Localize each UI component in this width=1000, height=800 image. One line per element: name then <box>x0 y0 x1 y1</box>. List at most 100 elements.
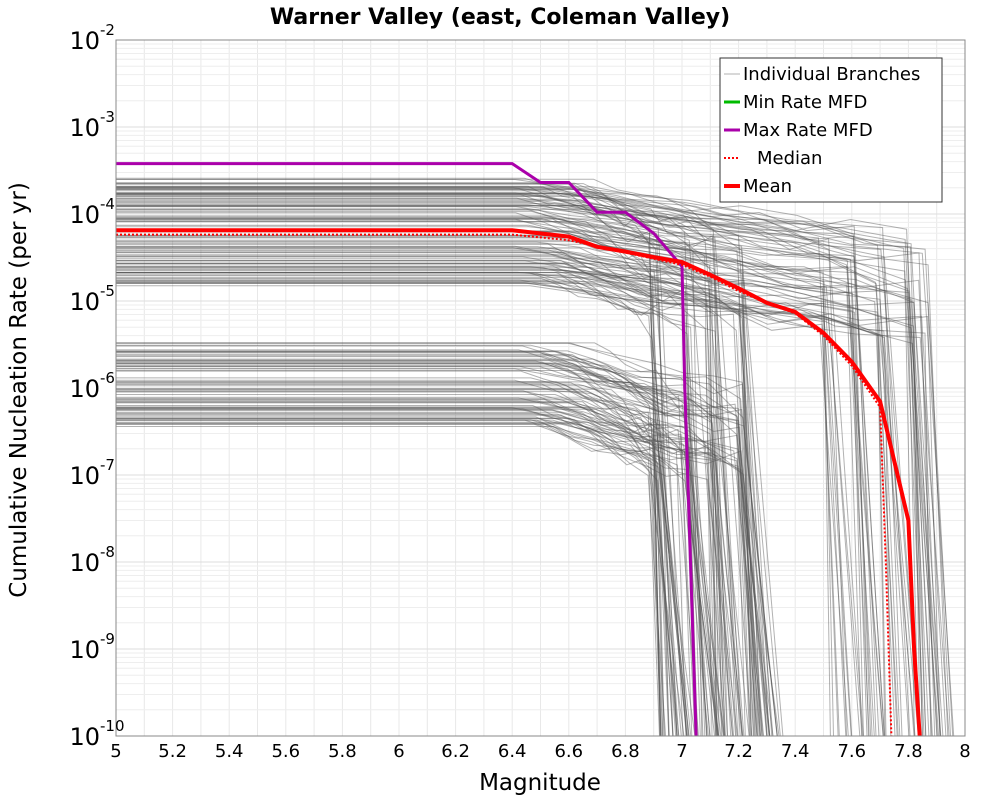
branch-line <box>116 399 720 737</box>
branch-line <box>116 262 698 737</box>
x-tick-label: 7.4 <box>781 741 810 762</box>
branch-line <box>116 342 759 737</box>
branch-line <box>116 383 678 737</box>
branch-line <box>116 243 664 737</box>
branch-line <box>116 344 761 737</box>
branch-line <box>116 267 758 737</box>
branch-line <box>116 211 743 737</box>
branch-line <box>116 419 770 737</box>
branch-line <box>116 342 698 737</box>
y-tick-exponent: -2 <box>100 21 115 39</box>
branch-line <box>116 268 849 737</box>
branch-line <box>116 272 872 737</box>
legend-label: Mean <box>743 176 792 197</box>
chart-title: Warner Valley (east, Coleman Valley) <box>270 5 730 30</box>
branch-line <box>116 351 678 737</box>
branch-line <box>116 400 718 737</box>
branch-line <box>116 397 737 737</box>
branch-line <box>116 271 941 737</box>
x-tick-label: 7 <box>676 741 687 762</box>
branch-line <box>116 186 903 737</box>
branch-line <box>116 398 690 737</box>
branch-line <box>116 351 725 737</box>
branch-line <box>116 423 719 737</box>
branch-line <box>116 388 709 737</box>
branch-line <box>116 216 940 737</box>
branch-line <box>116 418 660 737</box>
y-tick-label: 10 <box>69 375 100 403</box>
branch-line <box>116 194 864 737</box>
branch-line <box>116 345 711 737</box>
branch-line <box>116 365 696 737</box>
individual-branches <box>116 177 955 737</box>
branch-line <box>116 209 717 737</box>
branch-line <box>116 419 699 737</box>
branch-line <box>116 381 661 737</box>
branch-line <box>116 360 719 737</box>
branch-line <box>116 252 911 737</box>
branch-line <box>116 257 864 737</box>
branch-line <box>116 268 947 737</box>
branch-line <box>116 391 764 737</box>
branch-line <box>116 354 696 737</box>
legend-label: Max Rate MFD <box>743 120 873 141</box>
branch-line <box>116 382 674 737</box>
branch-line <box>116 220 915 737</box>
branch-line <box>116 271 863 737</box>
branch-line <box>116 186 938 737</box>
branch-line <box>116 422 662 737</box>
legend-label: Median <box>757 148 822 169</box>
y-tick-label: 10 <box>69 201 100 229</box>
branch-line <box>116 355 726 737</box>
branch-line <box>116 279 919 737</box>
branch-line <box>116 250 768 737</box>
branch-line <box>116 237 924 737</box>
branch-line <box>116 231 861 737</box>
branch-line <box>116 361 662 737</box>
branch-line <box>116 247 774 737</box>
branch-line <box>116 263 728 737</box>
branch-line <box>116 285 950 737</box>
branch-line <box>116 255 873 737</box>
branch-line <box>116 272 680 737</box>
branch-line <box>116 188 927 737</box>
branch-line <box>116 208 722 737</box>
branch-line <box>116 182 930 737</box>
y-tick-exponent: -8 <box>100 543 115 561</box>
branch-line <box>116 225 870 737</box>
x-tick-label: 5.8 <box>328 741 357 762</box>
x-tick-label: 5.6 <box>271 741 300 762</box>
max-rate-mfd-line <box>116 162 698 737</box>
branch-line <box>116 282 892 737</box>
branch-line <box>116 189 773 737</box>
branch-line <box>116 198 848 737</box>
branch-line <box>116 224 847 737</box>
x-tick-label: 6.2 <box>441 741 470 762</box>
branch-line <box>116 177 726 737</box>
branch-line <box>116 408 725 737</box>
series-lines <box>116 162 922 737</box>
branch-line <box>116 274 687 737</box>
branch-line <box>116 417 750 737</box>
branch-line <box>116 206 949 737</box>
branch-line <box>116 218 898 737</box>
branch-line <box>116 260 923 737</box>
x-tick-label: 6 <box>393 741 404 762</box>
branch-line <box>116 419 664 737</box>
branch-line <box>116 266 941 737</box>
branch-line <box>116 388 734 737</box>
branch-line <box>116 368 778 737</box>
branch-line <box>116 356 768 737</box>
branch-line <box>116 358 724 737</box>
legend-box <box>719 57 943 203</box>
branch-line <box>116 205 678 737</box>
mean-line <box>116 228 922 737</box>
branch-line <box>116 193 763 737</box>
branch-line <box>116 266 716 737</box>
branch-line <box>116 206 875 737</box>
branch-line <box>116 381 677 737</box>
branch-line <box>116 379 778 737</box>
branch-line <box>116 194 703 737</box>
branch-line <box>116 247 910 737</box>
